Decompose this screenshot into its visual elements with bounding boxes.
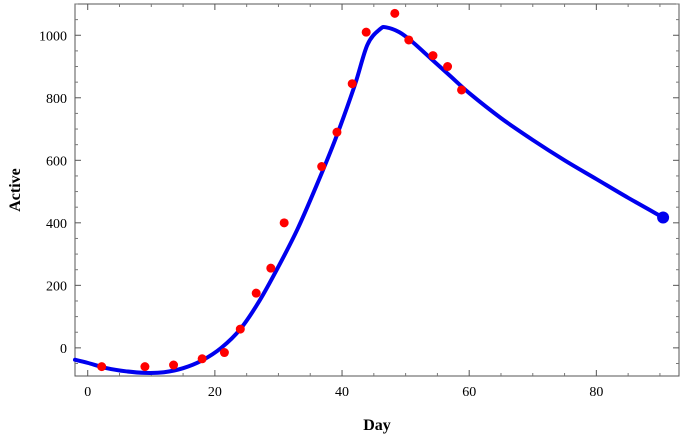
- data-point: [219, 348, 229, 358]
- x-tick-label: 60: [462, 385, 476, 400]
- data-point: [390, 8, 400, 18]
- plot-frame: [74, 3, 680, 377]
- data-point: [443, 62, 453, 72]
- data-point: [235, 324, 245, 334]
- x-tick-label: 0: [84, 385, 91, 400]
- y-tick-label: 1000: [39, 29, 67, 44]
- y-tick-label: 400: [46, 217, 67, 232]
- y-tick-label: 0: [60, 342, 67, 357]
- data-point: [169, 360, 179, 370]
- data-point: [140, 362, 150, 372]
- y-tick-label: 200: [46, 279, 67, 294]
- y-tick-label: 600: [46, 154, 67, 169]
- data-point: [197, 354, 207, 364]
- x-tick-label: 40: [335, 385, 349, 400]
- x-tick-label: 80: [589, 385, 603, 400]
- data-point: [266, 263, 276, 273]
- x-axis-label: Day: [363, 417, 391, 434]
- data-point: [404, 35, 414, 45]
- data-point: [97, 362, 107, 372]
- y-tick-label: 800: [46, 92, 67, 107]
- data-point: [317, 162, 327, 172]
- data-point: [251, 288, 261, 298]
- y-axis-label: Active: [7, 168, 24, 212]
- data-point: [279, 218, 289, 228]
- data-point: [457, 85, 467, 95]
- x-tick-label: 20: [208, 385, 222, 400]
- data-point: [347, 79, 357, 89]
- fit-curve: [73, 24, 666, 375]
- data-point: [428, 51, 438, 61]
- endpoint-marker: [657, 211, 670, 224]
- data-point: [332, 127, 342, 137]
- data-point: [361, 27, 371, 37]
